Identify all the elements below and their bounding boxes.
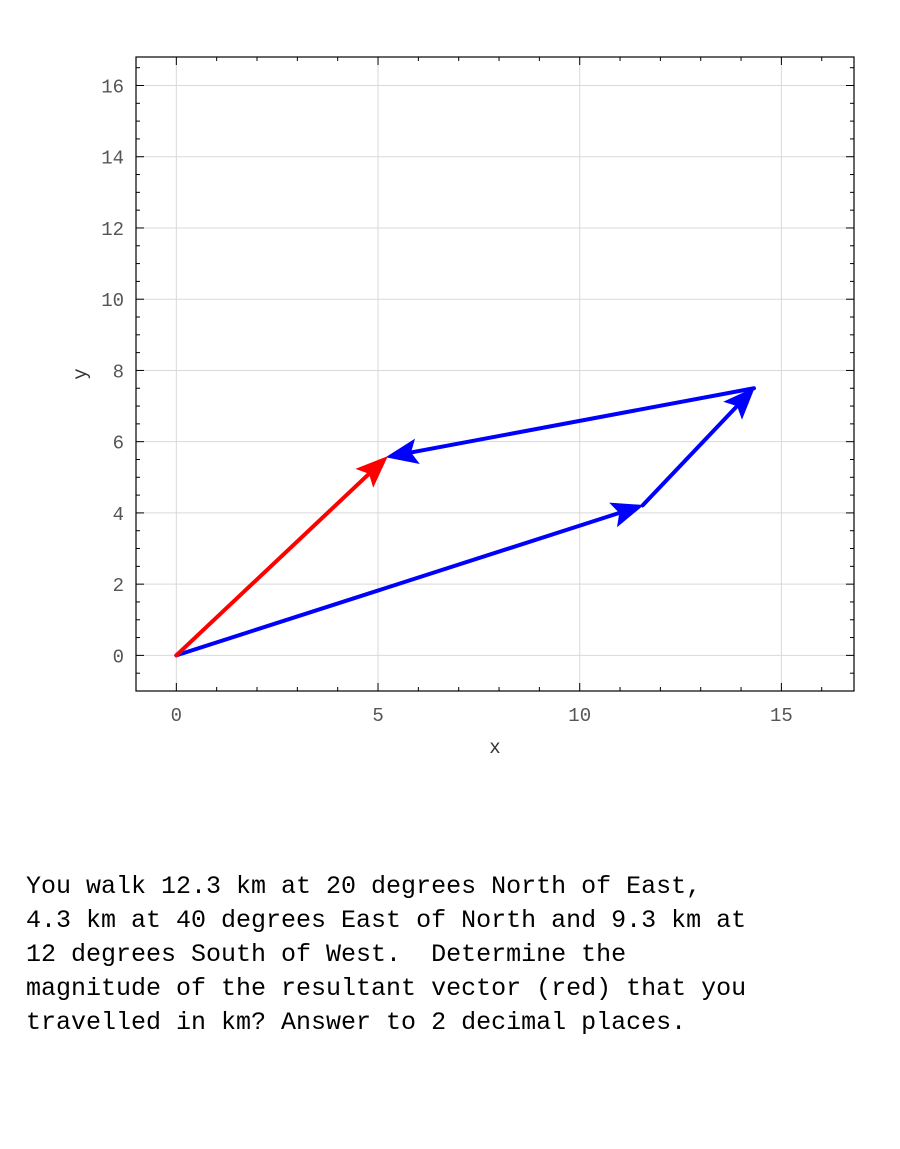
vector-arrowhead <box>385 438 420 465</box>
question-line: 4.3 km at 40 degrees East of North and 9… <box>26 906 747 935</box>
minor-ticks <box>135 57 854 692</box>
x-tick-label: 5 <box>372 705 383 727</box>
y-tick-label: 0 <box>113 646 124 668</box>
vector-shaft <box>640 405 739 508</box>
x-tick-label: 10 <box>568 705 591 727</box>
vector-chart: 0 5 10 15 0 2 4 6 8 10 12 14 16 x y <box>70 56 855 759</box>
y-tick-label: 14 <box>101 148 124 170</box>
x-tick-label: 0 <box>171 705 182 727</box>
grid-layer <box>136 57 854 691</box>
question-line: magnitude of the resultant vector (red) … <box>26 974 747 1003</box>
vector-shaft <box>174 472 370 658</box>
vector-layer <box>174 386 756 658</box>
vector-arrowhead <box>609 502 644 528</box>
vector-shaft <box>410 386 756 455</box>
question-line: You walk 12.3 km at 20 degrees North of … <box>26 872 702 901</box>
question-line: travelled in km? Answer to 2 decimal pla… <box>26 1008 687 1037</box>
x-axis-label: x <box>489 737 500 759</box>
y-tick-label: 4 <box>113 504 124 526</box>
vector-arrowhead <box>355 456 388 488</box>
vector-arrowhead <box>723 387 755 420</box>
y-ticks: 0 2 4 6 8 10 12 14 16 <box>101 76 124 668</box>
vector-shaft <box>174 511 620 658</box>
y-tick-label: 2 <box>113 575 124 597</box>
chart-svg: 0 5 10 15 0 2 4 6 8 10 12 14 16 x y <box>70 56 855 759</box>
y-tick-label: 12 <box>101 219 124 241</box>
question-line: 12 degrees South of West. Determine the <box>26 940 627 969</box>
y-tick-label: 6 <box>113 433 124 455</box>
x-tick-label: 15 <box>770 705 793 727</box>
y-tick-label: 8 <box>113 361 124 383</box>
x-ticks: 0 5 10 15 <box>171 705 793 727</box>
y-axis-label: y <box>70 368 92 379</box>
y-tick-label: 16 <box>101 76 124 98</box>
plot-frame <box>135 56 855 692</box>
y-tick-label: 10 <box>101 290 124 312</box>
question-text: You walk 12.3 km at 20 degrees North of … <box>26 870 886 1040</box>
